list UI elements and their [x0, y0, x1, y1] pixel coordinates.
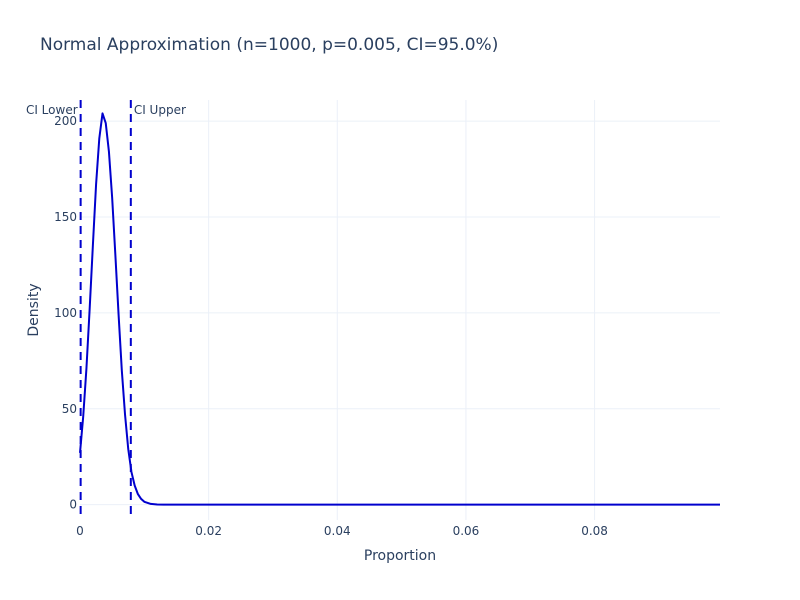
x-tick-label: 0.02 — [195, 524, 222, 538]
x-tick-label: 0.06 — [453, 524, 480, 538]
ci-label: CI Lower — [26, 103, 78, 117]
x-tick-label: 0.04 — [324, 524, 351, 538]
x-tick-label: 0 — [76, 524, 84, 538]
y-axis-title: Density — [26, 283, 42, 336]
y-tick-label: 100 — [54, 306, 77, 320]
x-axis-title: Proportion — [364, 548, 436, 564]
ci-label: CI Upper — [134, 103, 186, 117]
plot-area — [79, 112, 720, 506]
y-tick-label: 150 — [54, 210, 77, 224]
chart-title: Normal Approximation (n=1000, p=0.005, C… — [40, 35, 498, 55]
y-tick-label: 200 — [54, 114, 77, 128]
grid-lines — [80, 100, 720, 520]
x-tick-label: 0.08 — [581, 524, 608, 538]
y-tick-label: 50 — [62, 402, 77, 416]
y-axis-ticks: 0 50 100 150 200 — [54, 114, 77, 512]
density-curve — [79, 112, 720, 506]
x-axis-ticks: 0 0.02 0.04 0.06 0.08 — [76, 524, 608, 538]
ci-annotations: CI Lower CI Upper — [26, 100, 186, 520]
y-tick-label: 0 — [69, 498, 77, 512]
